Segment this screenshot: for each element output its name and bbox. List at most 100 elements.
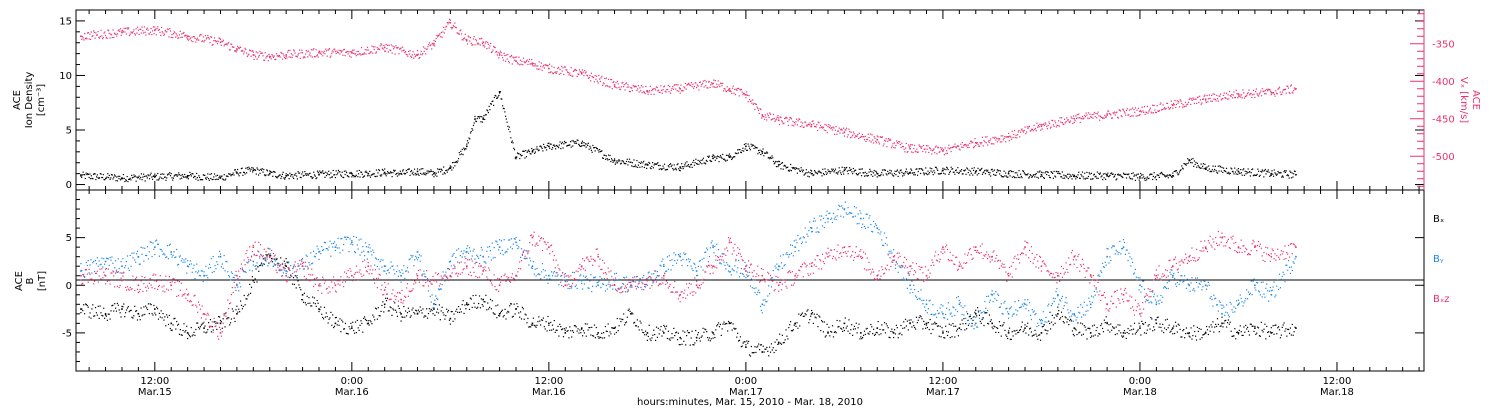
vx-point: [533, 63, 534, 64]
bx-point: [302, 294, 304, 296]
ion-density-point: [520, 154, 521, 155]
ion-density-point: [124, 178, 125, 179]
vx-point: [339, 50, 340, 51]
bx-point: [816, 314, 817, 315]
bx-point: [951, 336, 952, 337]
bx-point: [682, 330, 683, 331]
vx-point: [103, 37, 104, 38]
ion-density-point: [1215, 170, 1216, 171]
vx-point: [1045, 124, 1046, 125]
ion-density-point: [285, 177, 286, 178]
vx-point: [676, 84, 677, 85]
vx-point: [233, 47, 234, 48]
bx-point: [493, 312, 494, 313]
ion-density-point: [139, 178, 140, 179]
ion-density-point: [359, 170, 360, 171]
bx-point: [722, 323, 723, 324]
ion-density-point: [453, 162, 454, 163]
bx-point: [1001, 336, 1002, 337]
vx-point: [772, 118, 773, 119]
vx-point: [888, 138, 889, 139]
vx-point: [132, 32, 133, 33]
ion-density-point: [1145, 180, 1146, 181]
bx-point: [99, 305, 100, 306]
vx-point: [1025, 133, 1026, 134]
bx-point: [316, 306, 317, 307]
ion-density-point: [1134, 174, 1135, 175]
ion-density-point: [831, 169, 832, 170]
vx-point: [892, 143, 893, 144]
ion-density-point: [886, 174, 887, 175]
vx-point: [348, 53, 349, 54]
vx-point: [95, 32, 96, 33]
vx-point: [306, 51, 307, 52]
vx-point: [192, 37, 193, 38]
vx-point: [270, 56, 271, 57]
bx-point: [359, 325, 360, 326]
vx-point: [850, 137, 851, 138]
vx-point: [147, 28, 148, 29]
bx-point: [610, 333, 611, 334]
ion-density-point: [1243, 168, 1244, 169]
vx-point: [695, 82, 696, 83]
ion-density-point: [309, 173, 310, 174]
bx-point: [508, 312, 509, 313]
vx-point: [441, 32, 442, 33]
vx-point: [222, 41, 223, 42]
bx-point: [155, 314, 156, 315]
vx-point: [252, 50, 253, 51]
bx-point: [833, 336, 834, 337]
ion-density-point: [377, 172, 378, 173]
bx-point: [210, 319, 211, 320]
bx-point: [825, 336, 826, 337]
bx-point: [1024, 327, 1026, 329]
vx-point: [998, 138, 999, 139]
ion-density-point: [638, 164, 639, 165]
ion-density-point: [376, 169, 377, 170]
vx-point: [605, 85, 606, 86]
ion-density-point: [1052, 173, 1053, 174]
bx-point: [414, 313, 415, 314]
ion-density-point: [626, 161, 627, 162]
vx-point: [508, 61, 509, 62]
bx-point: [743, 342, 744, 343]
ion-density-point: [534, 153, 535, 154]
vx-point: [672, 86, 673, 87]
vx-point: [359, 53, 360, 54]
ion-density-point: [731, 159, 732, 160]
bx-point: [714, 337, 715, 338]
bx-point: [862, 337, 863, 338]
vx-point: [1140, 110, 1141, 111]
bx-point: [604, 337, 605, 338]
ion-density-point: [283, 172, 284, 173]
vx-point: [1000, 141, 1001, 142]
bx-point: [325, 316, 326, 317]
ion-density-point: [603, 158, 604, 159]
vx-point: [497, 54, 498, 55]
ion-density-point: [824, 168, 825, 169]
bx-point: [1009, 328, 1010, 329]
vx-point: [1135, 107, 1136, 108]
ion-density-point: [1104, 173, 1105, 174]
vx-point: [1215, 100, 1216, 101]
vx-point: [863, 136, 864, 137]
ion-density-point: [1097, 171, 1098, 172]
bx-point: [707, 337, 708, 338]
ion-density-point: [457, 160, 458, 161]
vx-point: [1001, 135, 1002, 136]
bx-point: [363, 318, 364, 319]
bx-point: [448, 310, 449, 311]
bx-point: [532, 323, 534, 325]
ion-density-point: [392, 176, 393, 177]
bx-point: [1037, 339, 1038, 340]
vx-point: [931, 153, 932, 154]
ion-density-point: [109, 175, 110, 176]
ion-density-point: [377, 176, 378, 177]
vx-point: [330, 57, 331, 58]
ion-density-point: [948, 169, 949, 170]
vx-point: [1114, 112, 1115, 113]
vx-point: [340, 50, 341, 51]
ion-density-point: [860, 169, 861, 170]
vx-point: [125, 28, 126, 29]
ion-density-point: [1137, 177, 1138, 178]
